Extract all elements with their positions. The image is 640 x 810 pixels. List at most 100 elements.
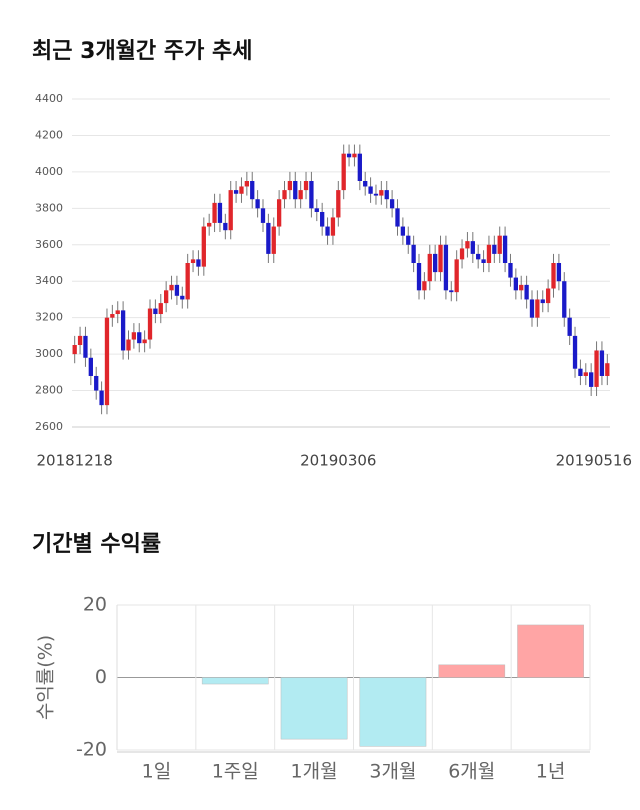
candle-body [336,190,341,218]
candle-body [594,350,599,387]
candle-body [578,368,583,376]
candle-body [422,281,427,291]
candle-body [217,202,223,223]
candle-body [406,235,411,245]
bar [280,677,348,740]
candle-body [562,281,567,318]
candle-body [303,181,309,191]
candle-body [207,222,212,227]
y-axis-label: 수익률(%) [35,635,57,720]
candle-body [449,290,454,293]
candle-body [486,244,492,263]
y-tick-label: 0 [95,666,107,688]
candle-body [201,226,206,267]
candle-body [583,372,588,376]
candle-body [346,153,352,158]
candle-body [411,244,416,263]
candle-body [244,181,250,187]
candle-body [492,244,497,254]
candle-body [287,181,293,191]
candle-body [147,308,153,340]
candle-body [88,357,93,376]
bar [359,677,427,747]
candle-body [427,253,432,282]
y-tick-label: 2800 [35,384,63,397]
x-tick-label: 20190306 [300,452,376,470]
x-tick-label: 20181218 [37,452,113,470]
candle-body [341,153,346,191]
candle-body [180,295,185,300]
x-tick-label: 6개월 [448,761,495,783]
candle-body [94,375,99,391]
candle-body [72,345,77,355]
candle-body [153,308,158,315]
y-tick-label: 4200 [35,128,63,141]
candle-body [502,235,508,263]
candle-body [276,199,282,227]
candle-body [115,310,120,315]
x-tick-label: 20190516 [556,452,632,470]
candle-body [293,181,298,200]
bar [201,677,269,685]
y-tick-label: 3800 [35,201,63,214]
candle-body [223,222,228,231]
candle-body [556,263,562,282]
candle-body [443,244,449,291]
candle-body [599,350,605,376]
candle-body [513,277,519,291]
y-tick-label: 2600 [35,420,63,433]
candle-body [384,190,389,200]
candle-body [400,226,406,236]
candle-body [260,208,266,223]
candle-body [416,263,422,291]
candle-body [169,284,174,291]
candle-body [137,332,142,344]
candle-body [379,190,384,196]
candle-body [551,263,556,289]
candle-body [212,202,217,223]
candle-body [373,193,379,196]
candle-body [142,339,147,344]
candle-body [352,153,357,158]
candle-body [131,332,137,340]
candle-body [126,339,131,351]
candle-body [77,335,83,345]
y-tick-label: 3200 [35,311,63,324]
candle-body [529,299,535,318]
candle-body [185,263,190,300]
y-tick-label: -20 [76,739,107,761]
candle-body [190,259,196,263]
y-tick-label: 20 [83,594,107,616]
candle-body [120,310,126,351]
y-tick-label: 3600 [35,238,63,251]
candle-body [271,226,276,254]
candle-body [519,284,524,291]
candle-body [465,241,470,249]
candle-body [255,199,260,209]
chart-title: 기간별 수익률 [32,532,161,557]
candle-body [470,241,475,254]
candle-body [110,314,115,318]
candle-body [589,372,594,387]
candle-body [239,186,244,194]
candle-body [368,186,373,194]
y-tick-label: 3000 [35,347,63,360]
candle-body [481,259,486,263]
candle-body [508,263,513,278]
candle-body [298,190,303,200]
y-tick-label: 4400 [35,92,63,105]
candle-body [363,181,368,187]
candle-body [432,253,438,273]
candle-body [233,190,239,194]
candle-body [524,284,529,300]
candle-body [99,390,104,406]
x-tick-label: 1주일 [212,761,259,783]
chart-title: 최근 3개월간 주가 추세 [32,39,252,64]
candle-body [497,235,502,254]
candle-body [330,217,336,236]
candle-body [104,317,110,406]
candle-body [174,284,180,296]
candle-body [567,317,572,336]
x-tick-label: 3개월 [369,761,416,783]
